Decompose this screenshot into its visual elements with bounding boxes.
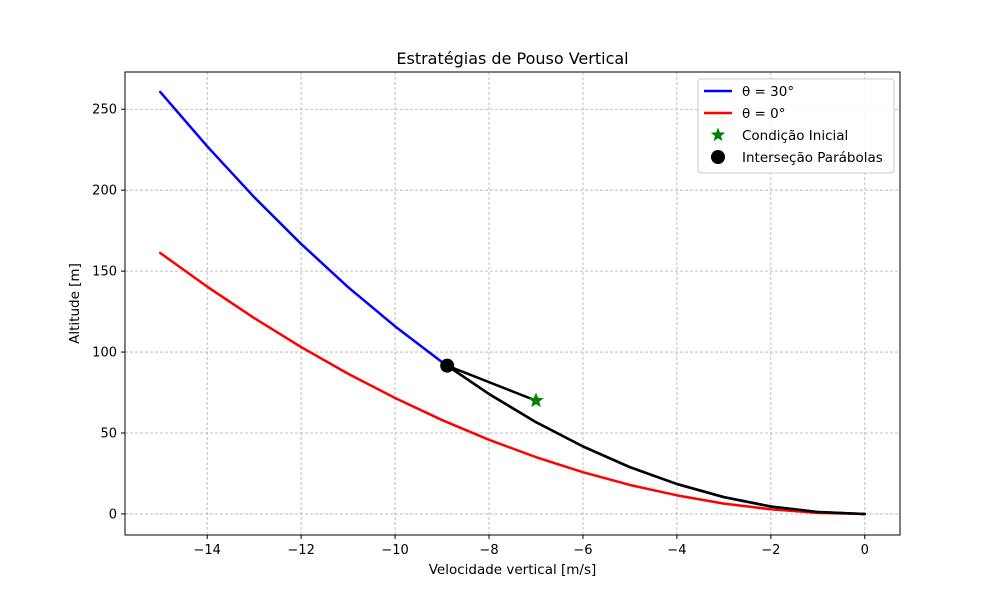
legend-label: θ = 0° xyxy=(742,106,786,122)
legend-label: Interseção Parábolas xyxy=(742,150,883,166)
y-tick-label: 0 xyxy=(109,507,117,522)
legend-box xyxy=(697,78,895,174)
legend-label: Condição Inicial xyxy=(742,128,848,144)
x-tick-label: −10 xyxy=(381,543,408,558)
series-line-2 xyxy=(445,364,867,516)
plot-frame xyxy=(124,71,901,536)
legend-label: θ = 30° xyxy=(742,84,794,100)
x-tick-label: −12 xyxy=(287,543,314,558)
chart-title: Estratégias de Pouso Vertical xyxy=(396,49,628,68)
y-tick-label: 250 xyxy=(92,103,117,118)
y-tick-label: 200 xyxy=(92,184,117,199)
x-tick-label: −14 xyxy=(193,543,220,558)
legend-swatch-star xyxy=(710,127,726,142)
series-line-1 xyxy=(158,251,867,516)
legend-swatch-dot xyxy=(711,150,725,164)
x-tick-label: −8 xyxy=(479,543,498,558)
series-layer xyxy=(158,90,867,516)
y-tick-label: 50 xyxy=(100,427,117,442)
x-tick-label: −6 xyxy=(573,543,592,558)
y-tick-label: 100 xyxy=(92,346,117,361)
x-tick-label: −2 xyxy=(761,543,780,558)
y-tick-label: 150 xyxy=(92,265,117,280)
legend: θ = 30° θ = 0° Condição Inicial Interseção … xyxy=(697,78,895,174)
y-axis-label: Altitude [m] xyxy=(67,263,83,344)
x-tick-label: −4 xyxy=(667,543,686,558)
intersection-point xyxy=(440,358,455,373)
initial-condition-point xyxy=(528,392,544,408)
ticks: −14 −12 −10 −8 −6 −4 −2 0 0 50 100 150 200 250 xyxy=(92,103,869,558)
x-tick-label: 0 xyxy=(861,543,869,558)
x-axis-label: Velocidade vertical [m/s] xyxy=(429,562,597,578)
